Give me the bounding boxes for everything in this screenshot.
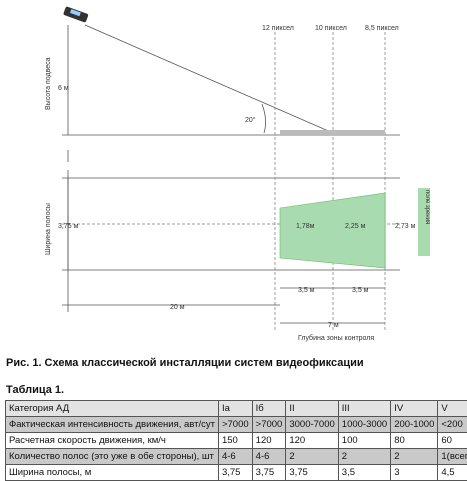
table-cell: 4,5 — [438, 465, 467, 481]
width-label: 2,73 м — [395, 223, 416, 230]
table-cell: <200 — [438, 417, 467, 433]
table-cell: II — [286, 401, 338, 417]
table-title: Таблица 1. — [6, 384, 64, 396]
table-cell: Фактическая интенсивность движения, авт/… — [6, 417, 219, 433]
table-cell: V — [438, 401, 467, 417]
field-label: поле зрения — [424, 190, 430, 224]
table-cell: 60 — [438, 433, 467, 449]
table-cell: >7000 — [252, 417, 286, 433]
height-value: 6 м — [58, 85, 69, 92]
segment-label: 3,5 м — [298, 287, 315, 294]
table-cell: 80 — [391, 433, 438, 449]
width-label: 2,25 м — [345, 223, 366, 230]
table-cell: 200-1000 — [391, 417, 438, 433]
table-cell: Ширина полосы, м — [6, 465, 219, 481]
diagram: 12 пиксел 10 пиксел 8,5 пиксел Высота по… — [0, 0, 467, 350]
table-cell: 2 — [391, 449, 438, 465]
table-cell: >7000 — [218, 417, 252, 433]
table-cell: 150 — [218, 433, 252, 449]
depth-label: Глубина зоны контроля — [298, 334, 374, 342]
table-cell: 4-6 — [218, 449, 252, 465]
pixel-label: 8,5 пиксел — [365, 25, 399, 32]
hatched-zone — [280, 130, 385, 135]
table-cell: Расчетная скорость движения, км/ч — [6, 433, 219, 449]
table-cell: 2 — [286, 449, 338, 465]
lines — [62, 25, 400, 323]
height-axis: Высота подвеса — [45, 57, 52, 110]
depth-value: 7 м — [328, 322, 339, 329]
table-cell: 3,75 — [252, 465, 286, 481]
segment-label: 3,5 м — [352, 287, 369, 294]
table-cell: 3,5 — [338, 465, 390, 481]
dashed-lines — [62, 32, 400, 330]
table-cell: 3000-7000 — [286, 417, 338, 433]
camera — [63, 6, 89, 23]
angle: 20° — [245, 116, 256, 124]
table-cell: 120 — [286, 433, 338, 449]
table-cell: 3,75 — [218, 465, 252, 481]
table-cell: 4-6 — [252, 449, 286, 465]
table-cell: 1000-3000 — [338, 417, 390, 433]
distance-label: 20 м — [170, 304, 185, 311]
table-cell: 3,75 — [286, 465, 338, 481]
table-cell: 2 — [338, 449, 390, 465]
table-cell: Iа — [218, 401, 252, 417]
field-of-view — [280, 193, 385, 268]
width-value: 3,75 м — [58, 223, 79, 230]
table-cell: 3 — [391, 465, 438, 481]
table-row: Количество полос (это уже в обе стороны)… — [6, 449, 467, 465]
table-row: Фактическая интенсивность движения, авт/… — [6, 417, 467, 433]
pixel-label: 10 пиксел — [315, 25, 347, 32]
table-cell: 120 — [252, 433, 286, 449]
table-cell: Количество полос (это уже в обе стороны)… — [6, 449, 219, 465]
table-cell: 100 — [338, 433, 390, 449]
table-cell: III — [338, 401, 390, 417]
pixel-label: 12 пиксел — [262, 25, 294, 32]
table-cell: 1(всего) — [438, 449, 467, 465]
caption: Рис. 1. Схема классической инсталляции с… — [6, 357, 364, 369]
table-cell: Iб — [252, 401, 286, 417]
table-cell: Категория АД — [6, 401, 219, 417]
width-label: 1,78м — [296, 223, 315, 230]
table-cell: IV — [391, 401, 438, 417]
width-axis: Ширина полосы — [45, 203, 52, 255]
